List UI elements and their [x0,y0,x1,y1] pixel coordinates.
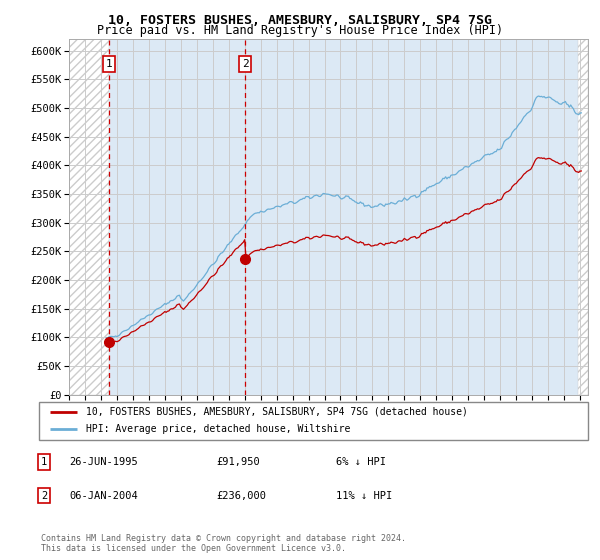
Text: 6% ↓ HPI: 6% ↓ HPI [336,457,386,467]
Text: 10, FOSTERS BUSHES, AMESBURY, SALISBURY, SP4 7SG: 10, FOSTERS BUSHES, AMESBURY, SALISBURY,… [108,14,492,27]
Text: 2: 2 [41,491,47,501]
Text: 1: 1 [106,59,112,69]
Text: 26-JUN-1995: 26-JUN-1995 [69,457,138,467]
Text: Contains HM Land Registry data © Crown copyright and database right 2024.
This d: Contains HM Land Registry data © Crown c… [41,534,406,553]
Text: 10, FOSTERS BUSHES, AMESBURY, SALISBURY, SP4 7SG (detached house): 10, FOSTERS BUSHES, AMESBURY, SALISBURY,… [86,407,467,417]
Text: £236,000: £236,000 [216,491,266,501]
Text: Price paid vs. HM Land Registry's House Price Index (HPI): Price paid vs. HM Land Registry's House … [97,24,503,37]
Text: 11% ↓ HPI: 11% ↓ HPI [336,491,392,501]
Bar [69,39,109,395]
Bar [578,39,588,395]
Text: £91,950: £91,950 [216,457,260,467]
Text: 2: 2 [242,59,248,69]
Text: HPI: Average price, detached house, Wiltshire: HPI: Average price, detached house, Wilt… [86,424,350,435]
Text: 06-JAN-2004: 06-JAN-2004 [69,491,138,501]
Bar [109,39,578,395]
Text: 1: 1 [41,457,47,467]
